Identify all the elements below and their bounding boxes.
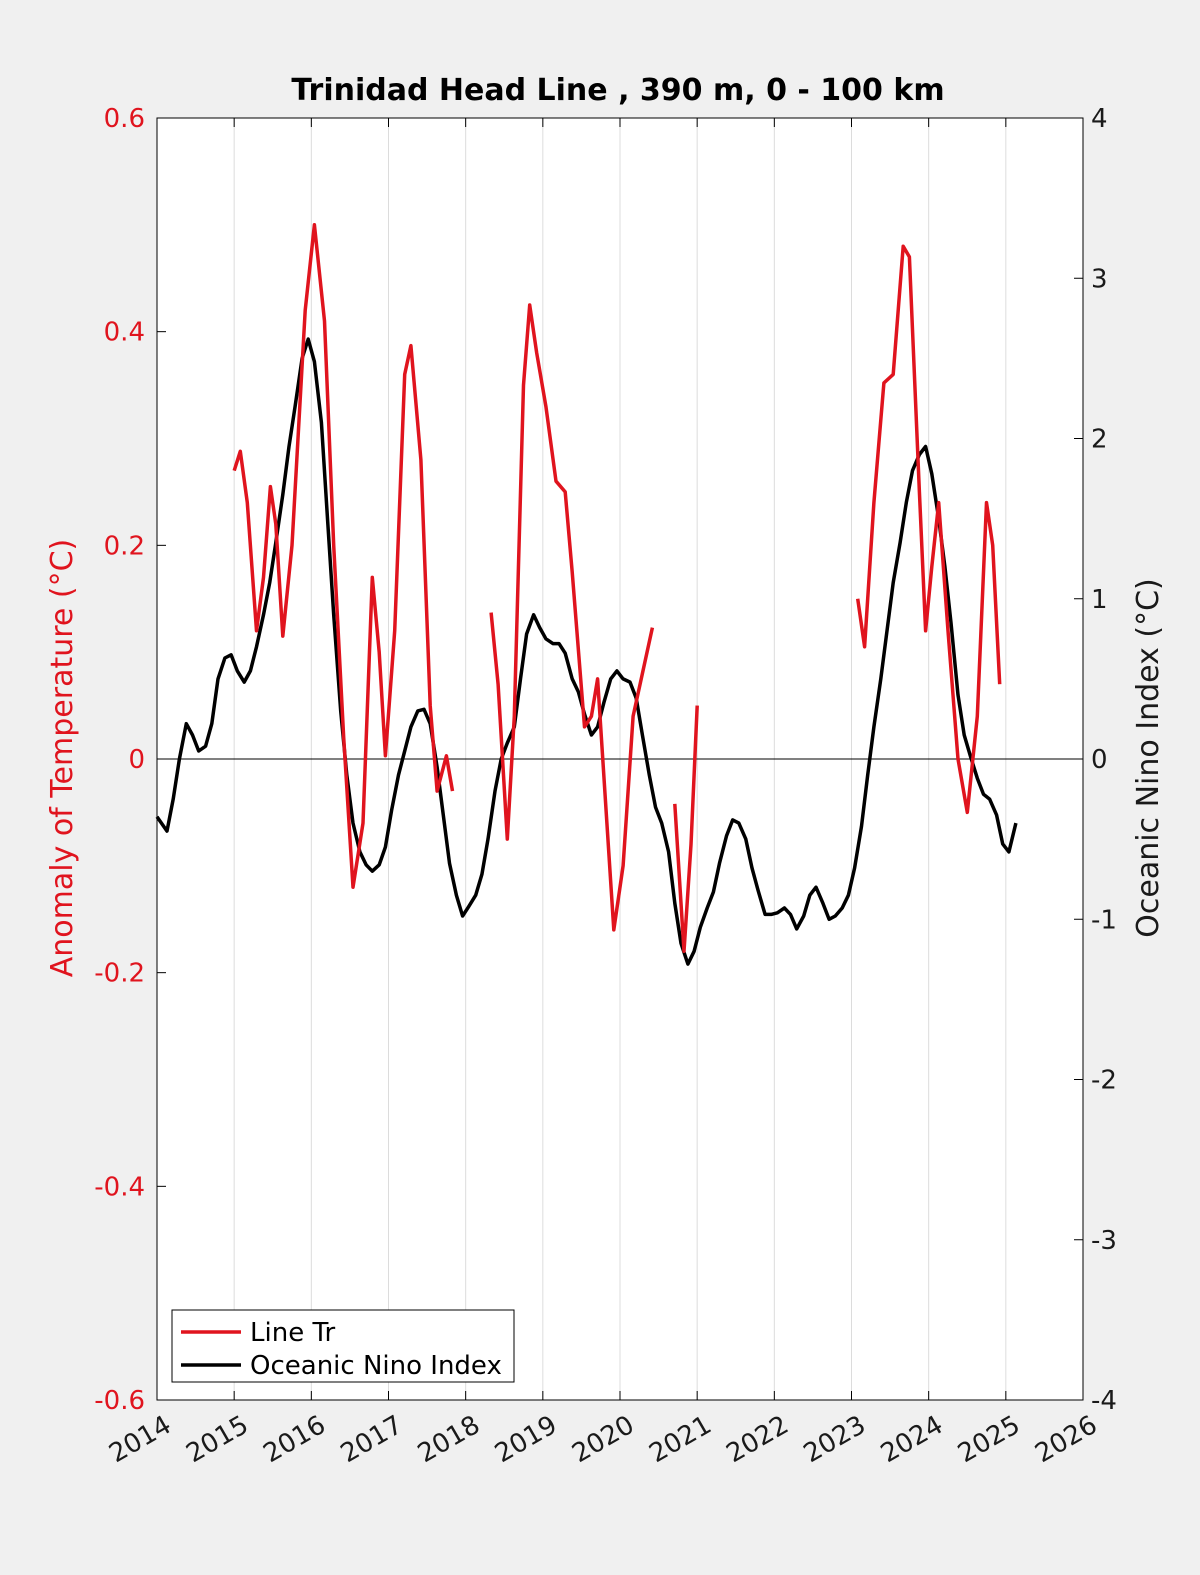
series-layer xyxy=(155,223,1018,966)
left-axis-ticks: -0.6 -0.4 -0.2 0 0.2 0.4 0.6 xyxy=(94,104,166,1416)
left-tick-label--0.6: -0.6 xyxy=(94,1386,145,1416)
right-axis-ticks: -4 -3 -2 -1 0 1 2 3 4 xyxy=(1074,104,1117,1416)
right-tick-label-4: 4 xyxy=(1091,104,1108,134)
right-tick-label-2: 2 xyxy=(1091,425,1108,455)
series-line-tr-segment-4 xyxy=(855,244,1002,815)
right-tick-label-0: 0 xyxy=(1091,745,1108,775)
legend: Line Tr Oceanic Nino Index xyxy=(171,1309,515,1383)
left-tick-label--0.4: -0.4 xyxy=(94,1172,145,1202)
legend-box xyxy=(171,1309,515,1383)
series-line-tr-segment-2 xyxy=(489,303,655,932)
right-tick-label-3: 3 xyxy=(1091,264,1108,294)
chart-title: Trinidad Head Line , 390 m, 0 - 100 km xyxy=(291,73,944,108)
right-tick-label--4: -4 xyxy=(1091,1386,1117,1416)
right-tick-label--1: -1 xyxy=(1091,905,1117,935)
left-tick-label-0: 0 xyxy=(128,745,145,775)
right-tick-label-1: 1 xyxy=(1091,585,1108,615)
legend-label-oni: Oceanic Nino Index xyxy=(250,1351,502,1381)
right-axis-label: Oceanic Nino Index (°C) xyxy=(1131,578,1166,938)
legend-label-line-tr: Line Tr xyxy=(250,1318,336,1348)
left-tick-label-0.6: 0.6 xyxy=(104,104,145,134)
left-tick-label-0.4: 0.4 xyxy=(104,318,145,348)
left-tick-label-0.2: 0.2 xyxy=(104,531,145,561)
right-tick-label--3: -3 xyxy=(1091,1226,1117,1256)
left-tick-label--0.2: -0.2 xyxy=(94,959,145,989)
series-line-tr-segment-3 xyxy=(673,705,699,954)
right-tick-label--2: -2 xyxy=(1091,1066,1117,1096)
left-axis-label: Anomaly of Temperature (°C) xyxy=(45,539,80,978)
series-line-tr-segment-1 xyxy=(232,223,455,889)
